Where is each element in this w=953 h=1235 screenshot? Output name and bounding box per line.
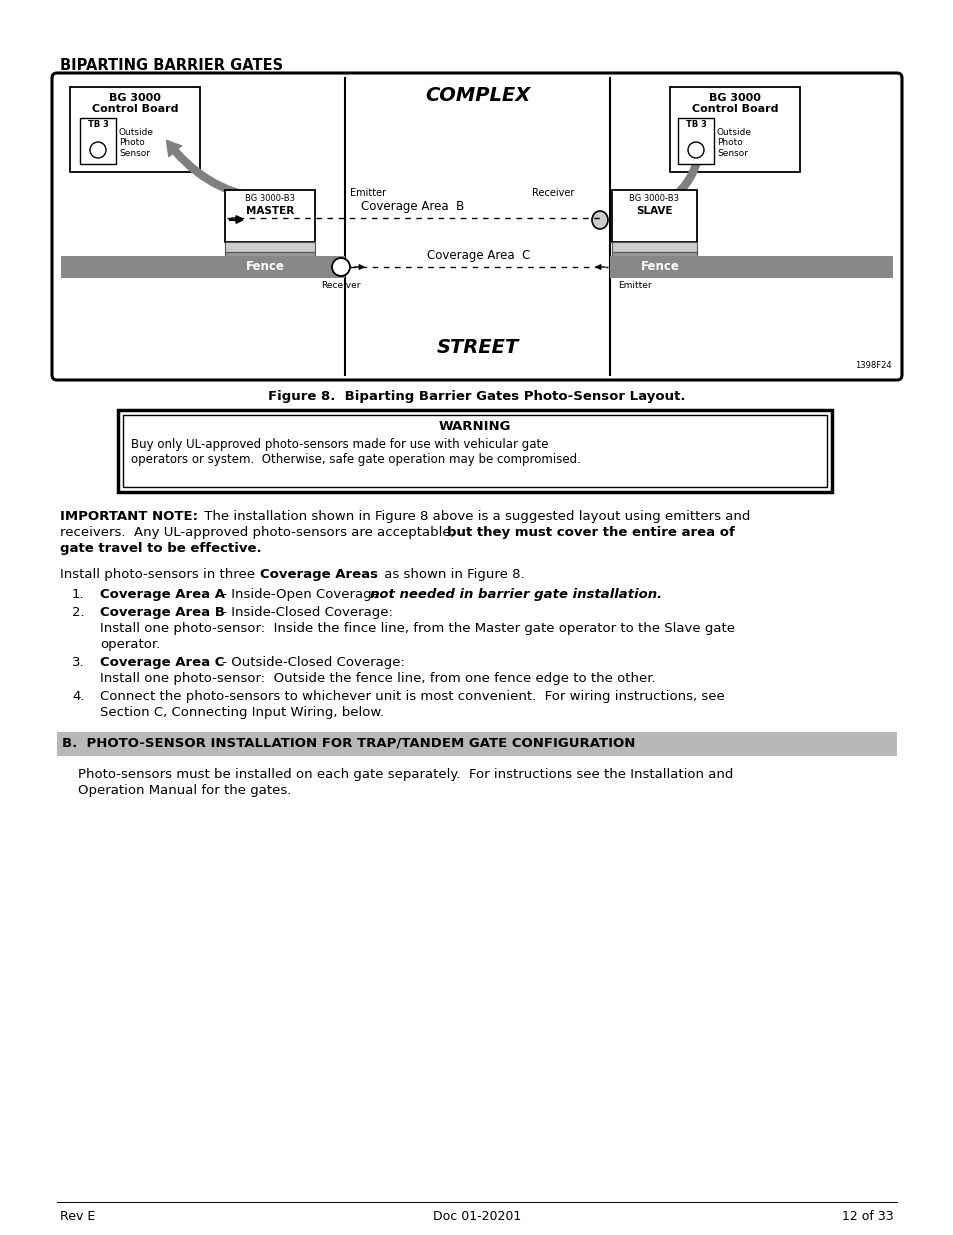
Text: Receiver: Receiver xyxy=(532,188,574,198)
Ellipse shape xyxy=(592,211,607,228)
Text: BIPARTING BARRIER GATES: BIPARTING BARRIER GATES xyxy=(60,58,283,73)
Text: Buy only UL-approved photo-sensors made for use with vehicular gate
operators or: Buy only UL-approved photo-sensors made … xyxy=(131,438,580,466)
Bar xyxy=(609,256,892,278)
Text: Receiver: Receiver xyxy=(321,282,360,290)
Text: - Outside-Closed Coverage:: - Outside-Closed Coverage: xyxy=(218,656,404,669)
Text: Install one photo-sensor:  Outside the fence line, from one fence edge to the ot: Install one photo-sensor: Outside the fe… xyxy=(100,672,655,685)
Bar xyxy=(612,252,697,258)
Bar xyxy=(118,410,831,492)
Bar xyxy=(669,86,800,172)
Text: Doc 01-20201: Doc 01-20201 xyxy=(433,1210,520,1223)
Text: Coverage Area  B: Coverage Area B xyxy=(360,200,464,212)
Text: SLAVE: SLAVE xyxy=(636,206,672,216)
Text: gate travel to be effective.: gate travel to be effective. xyxy=(60,542,261,555)
Bar xyxy=(225,190,314,242)
Text: Fence: Fence xyxy=(639,261,679,273)
Text: Install photo-sensors in three: Install photo-sensors in three xyxy=(60,568,259,580)
Bar xyxy=(612,190,697,242)
Text: BG 3000-B3: BG 3000-B3 xyxy=(629,194,679,203)
Text: BG 3000-B3: BG 3000-B3 xyxy=(245,194,294,203)
Text: TB 3: TB 3 xyxy=(88,120,109,128)
Bar xyxy=(80,119,116,164)
Text: 12 of 33: 12 of 33 xyxy=(841,1210,893,1223)
FancyBboxPatch shape xyxy=(52,73,901,380)
Bar xyxy=(225,252,314,258)
Text: BG 3000: BG 3000 xyxy=(708,93,760,103)
Text: 4.: 4. xyxy=(71,690,85,703)
Text: not needed in barrier gate installation.: not needed in barrier gate installation. xyxy=(370,588,661,601)
Text: Coverage Area  C: Coverage Area C xyxy=(427,249,530,262)
Text: Outside
Photo
Sensor: Outside Photo Sensor xyxy=(717,128,751,158)
Circle shape xyxy=(90,142,106,158)
FancyArrowPatch shape xyxy=(669,141,706,201)
Text: - Inside-Closed Coverage:: - Inside-Closed Coverage: xyxy=(218,606,393,619)
Bar xyxy=(123,415,826,487)
Text: receivers.  Any UL-approved photo-sensors are acceptable,: receivers. Any UL-approved photo-sensors… xyxy=(60,526,458,538)
Bar xyxy=(70,86,200,172)
Bar xyxy=(57,732,896,756)
Text: Coverage Areas: Coverage Areas xyxy=(260,568,377,580)
Text: Control Board: Control Board xyxy=(691,104,778,114)
Text: operator.: operator. xyxy=(100,638,160,651)
Text: MASTER: MASTER xyxy=(246,206,294,216)
Text: as shown in Figure 8.: as shown in Figure 8. xyxy=(379,568,524,580)
Text: The installation shown in Figure 8 above is a suggested layout using emitters an: The installation shown in Figure 8 above… xyxy=(200,510,750,522)
Text: Coverage Area A: Coverage Area A xyxy=(100,588,225,601)
Text: Emitter: Emitter xyxy=(350,188,386,198)
Circle shape xyxy=(332,258,350,275)
Text: Install one photo-sensor:  Inside the fince line, from the Master gate operator : Install one photo-sensor: Inside the fin… xyxy=(100,622,734,635)
Circle shape xyxy=(687,142,703,158)
Text: 2.: 2. xyxy=(71,606,85,619)
Text: IMPORTANT NOTE:: IMPORTANT NOTE: xyxy=(60,510,198,522)
Text: Section C, Connecting Input Wiring, below.: Section C, Connecting Input Wiring, belo… xyxy=(100,706,384,719)
Text: Operation Manual for the gates.: Operation Manual for the gates. xyxy=(78,784,291,797)
Text: TB 3: TB 3 xyxy=(685,120,706,128)
Text: B.  PHOTO-SENSOR INSTALLATION FOR TRAP/TANDEM GATE CONFIGURATION: B. PHOTO-SENSOR INSTALLATION FOR TRAP/TA… xyxy=(62,736,635,748)
Bar xyxy=(225,242,314,252)
Bar xyxy=(61,256,345,278)
Text: STREET: STREET xyxy=(436,338,518,357)
Text: 3.: 3. xyxy=(71,656,85,669)
Text: Fence: Fence xyxy=(245,261,284,273)
Text: but they must cover the entire area of: but they must cover the entire area of xyxy=(447,526,734,538)
Bar xyxy=(612,242,697,252)
Text: 1.: 1. xyxy=(71,588,85,601)
Text: Rev E: Rev E xyxy=(60,1210,95,1223)
Text: Coverage Area B: Coverage Area B xyxy=(100,606,225,619)
Text: Connect the photo-sensors to whichever unit is most convenient.  For wiring inst: Connect the photo-sensors to whichever u… xyxy=(100,690,724,703)
FancyArrowPatch shape xyxy=(167,141,277,204)
Text: Photo-sensors must be installed on each gate separately.  For instructions see t: Photo-sensors must be installed on each … xyxy=(78,768,733,781)
Text: Outside
Photo
Sensor: Outside Photo Sensor xyxy=(119,128,153,158)
Text: Control Board: Control Board xyxy=(91,104,178,114)
Text: COMPLEX: COMPLEX xyxy=(424,86,530,105)
Text: Figure 8.  Biparting Barrier Gates Photo-Sensor Layout.: Figure 8. Biparting Barrier Gates Photo-… xyxy=(268,390,685,403)
Text: Coverage Area C: Coverage Area C xyxy=(100,656,224,669)
Text: Emitter: Emitter xyxy=(618,282,651,290)
Text: 1398F24: 1398F24 xyxy=(855,361,891,370)
Bar xyxy=(678,119,713,164)
Text: - Inside-Open Coverage:: - Inside-Open Coverage: xyxy=(218,588,393,601)
Text: WARNING: WARNING xyxy=(438,420,511,433)
Text: BG 3000: BG 3000 xyxy=(109,93,161,103)
